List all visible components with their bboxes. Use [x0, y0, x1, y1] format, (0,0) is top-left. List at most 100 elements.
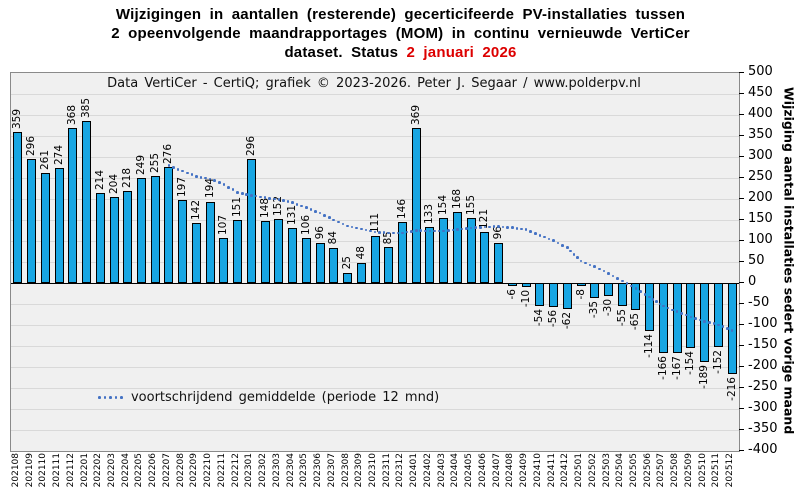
y-tick-label: 300: [748, 148, 773, 163]
moving-average-dot: [181, 169, 184, 173]
title-status-date: 2 januari 2026: [406, 44, 517, 61]
moving-average-dot: [648, 295, 651, 299]
y-tick-mark: [739, 135, 744, 136]
x-tick-label-202209: 202209: [189, 453, 200, 488]
moving-average-dot: [213, 179, 217, 183]
bar-202204: [123, 191, 133, 283]
y-tick-mark: [739, 324, 744, 325]
moving-average-dot: [318, 211, 322, 215]
moving-average-dot: [172, 166, 175, 169]
moving-average-dot: [675, 310, 679, 314]
moving-average-dot: [593, 265, 597, 269]
bar-value-label: 148: [258, 197, 271, 218]
bar-value-label: 146: [395, 198, 408, 219]
moving-average-dot: [236, 190, 239, 194]
y-tick-label: -400: [748, 442, 778, 457]
moving-average-dot: [576, 256, 579, 259]
moving-average-dot: [584, 261, 587, 265]
y-tick-label: -50: [748, 295, 770, 310]
chart-title: Wijzigingen in aantallen (resterende) ge…: [0, 5, 801, 62]
y-tick-label: 500: [748, 64, 773, 79]
y-tick-mark: [739, 303, 744, 304]
bar-202505: [631, 283, 641, 311]
bar-value-label: 369: [409, 104, 422, 126]
y-tick-mark: [739, 450, 744, 451]
bar-value-label: 151: [231, 196, 244, 217]
bar-202109: [27, 158, 37, 283]
moving-average-dot: [552, 239, 555, 242]
chart-subtitle: Data VertiCer - CertiQ; grafiek © 2023-2…: [107, 76, 641, 91]
title-line-3: dataset. Status 2 januari 2026: [0, 43, 801, 62]
moving-average-dot: [364, 228, 368, 232]
x-tick-label-202410: 202410: [532, 453, 543, 488]
x-tick-label-202405: 202405: [464, 453, 475, 488]
bar-value-label: -65: [629, 313, 642, 331]
moving-average-dot: [250, 194, 253, 197]
bar-202504: [617, 283, 627, 307]
y-tick-mark: [739, 282, 744, 283]
bar-value-label: 154: [437, 195, 450, 216]
bar-202407: [494, 242, 504, 283]
y-tick-mark: [739, 114, 744, 115]
moving-average-dot: [227, 185, 230, 189]
moving-average-dot: [625, 282, 629, 285]
bar-202304: [288, 227, 298, 283]
x-tick-label-202311: 202311: [381, 453, 392, 488]
moving-average-dot: [538, 234, 542, 237]
y-tick-label: 400: [748, 106, 773, 121]
bar-value-label: 276: [162, 144, 175, 165]
moving-average-dot: [483, 225, 487, 229]
bar-202502: [590, 283, 600, 298]
title-line-1: Wijzigingen in aantallen (resterende) ge…: [115, 6, 686, 23]
grid-line: [11, 409, 739, 410]
moving-average-dot: [520, 227, 523, 231]
moving-average-dot: [167, 164, 171, 167]
moving-average-dot: [497, 225, 500, 228]
moving-average-dot: [222, 183, 226, 186]
moving-average-dot: [204, 176, 207, 180]
x-tick-label-202212: 202212: [230, 453, 241, 488]
bar-value-label: -55: [615, 309, 628, 327]
bar-value-label: 218: [121, 168, 134, 189]
moving-average-dot: [419, 229, 423, 232]
bar-202403: [439, 218, 449, 283]
moving-average-dot: [185, 171, 189, 175]
y-tick-mark: [739, 345, 744, 346]
moving-average-dot: [268, 197, 271, 200]
bar-value-label: 48: [354, 246, 367, 260]
moving-average-dot: [543, 235, 546, 239]
bar-value-label: -35: [588, 300, 601, 318]
bar-value-label: -166: [656, 355, 669, 380]
x-tick-label-202308: 202308: [340, 453, 351, 488]
bar-202206: [150, 175, 160, 283]
x-tick-label-202109: 202109: [24, 453, 35, 488]
moving-average-dot: [671, 308, 674, 312]
y-tick-label: 250: [748, 169, 773, 184]
bar-202511: [713, 283, 723, 347]
bar-value-label: 296: [25, 135, 38, 156]
moving-average-dot: [254, 194, 258, 198]
x-tick-label-202505: 202505: [628, 453, 639, 488]
moving-average-dot: [465, 227, 468, 230]
y-tick-label: 450: [748, 85, 773, 100]
x-tick-label-202509: 202509: [683, 453, 694, 488]
moving-average-dot: [529, 230, 532, 233]
moving-average-dot: [272, 197, 276, 201]
x-tick-label-202312: 202312: [395, 453, 406, 488]
y-tick-label: 350: [748, 127, 773, 142]
moving-average-dot: [479, 226, 482, 229]
bar-202210: [205, 201, 215, 283]
x-tick-label-202108: 202108: [10, 453, 21, 488]
x-tick-label-202409: 202409: [519, 453, 530, 488]
moving-average-dot: [359, 227, 363, 231]
moving-average-dot: [378, 231, 381, 234]
moving-average-dot: [332, 218, 336, 222]
x-tick-label-202206: 202206: [148, 453, 159, 488]
moving-average-dot: [579, 259, 583, 263]
bar-202409: [521, 283, 531, 288]
moving-average-dot: [442, 229, 445, 233]
bar-202301: [246, 158, 256, 283]
bar-value-label: 197: [176, 177, 189, 198]
title-line-3-prefix: dataset. Status: [284, 44, 407, 61]
x-tick-label-202302: 202302: [258, 453, 269, 488]
